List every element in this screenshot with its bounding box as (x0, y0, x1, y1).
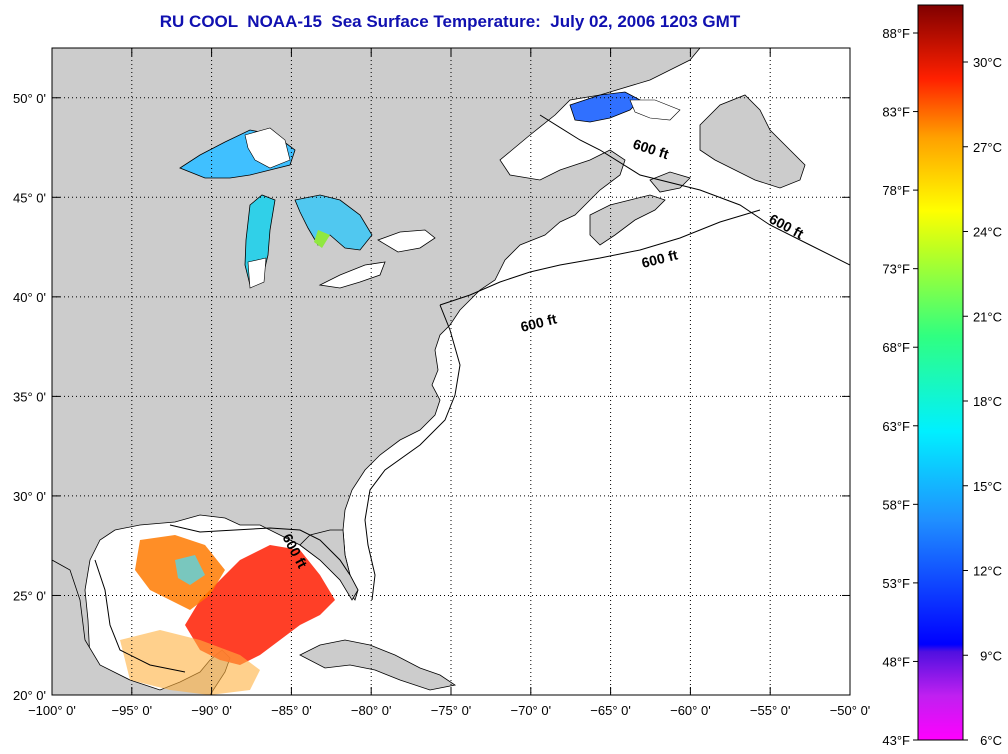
lat-tick-label: 40° 0' (13, 290, 46, 305)
lat-tick-label: 30° 0' (13, 489, 46, 504)
lake-ontario (377, 229, 436, 253)
st-lawrence-sst (569, 91, 641, 123)
lon-tick-label: −50° 0' (830, 703, 871, 718)
colorbar-f-label: 78°F (882, 183, 910, 198)
lat-tick-label: 20° 0' (13, 688, 46, 703)
colorbar-f-label: 53°F (882, 576, 910, 591)
gulf-sst-mixed (120, 630, 260, 695)
colorbar (917, 4, 964, 741)
colorbar-c-label: 27°C (973, 140, 1002, 155)
colorbar-f-label: 43°F (882, 733, 910, 748)
gulf-sst-cyan (175, 555, 205, 585)
colorbar-c-label: 24°C (973, 225, 1002, 240)
land-north-america (52, 48, 701, 695)
map-axes: −100° 0' −95° 0' −90° 0' −85° 0' −80° 0' −75°… (13, 48, 870, 718)
colorbar-c-label: 30°C (973, 55, 1002, 70)
lat-tick-label: 50° 0' (13, 91, 46, 106)
colorbar-c-label: 9°C (980, 648, 1002, 663)
land-nova-scotia (589, 194, 666, 246)
lat-tick-label: 45° 0' (13, 190, 46, 205)
colorbar-f-label: 88°F (882, 26, 910, 41)
colorbar-c-label: 12°C (973, 564, 1002, 579)
lon-tick-label: −90° 0' (191, 703, 232, 718)
land-cuba (299, 639, 457, 691)
lon-tick-label: −60° 0' (670, 703, 711, 718)
lon-tick-label: −95° 0' (112, 703, 153, 718)
lon-tick-label: −100° 0' (28, 703, 76, 718)
colorbar-f-label: 58°F (882, 497, 910, 512)
lake-huron (294, 194, 373, 251)
shelf-contour (94, 114, 850, 673)
colorbar-c-label: 21°C (973, 309, 1002, 324)
colorbar-f-label: 68°F (882, 340, 910, 355)
gulf-sst-red (185, 545, 335, 665)
graticule (52, 48, 850, 695)
lat-tick-label: 35° 0' (13, 389, 46, 404)
lon-tick-label: −75° 0' (431, 703, 472, 718)
lake-michigan-south (247, 257, 267, 289)
lon-tick-label: −80° 0' (351, 703, 392, 718)
colorbar-c-label: 15°C (973, 479, 1002, 494)
lon-tick-label: −70° 0' (511, 703, 552, 718)
colorbar-f-label: 48°F (882, 654, 910, 669)
colorbar-labels: 88°F 83°F 78°F 73°F 68°F 63°F 58°F 53°F 48°F 43°F… (882, 26, 1002, 748)
lon-tick-label: −65° 0' (590, 703, 631, 718)
lake-erie (318, 261, 386, 289)
colorbar-f-label: 73°F (882, 262, 910, 277)
colorbar-f-label: 83°F (882, 105, 910, 120)
st-lawrence-white (629, 99, 681, 121)
colorbar-c-label: 18°C (973, 394, 1002, 409)
lake-huron-green (314, 230, 330, 248)
colorbar-f-label: 63°F (882, 419, 910, 434)
lon-tick-label: −85° 0' (271, 703, 312, 718)
lat-tick-label: 25° 0' (13, 588, 46, 603)
land-newfoundland (699, 94, 806, 189)
colorbar-c-label: 6°C (980, 733, 1002, 748)
lon-tick-label: −55° 0' (750, 703, 791, 718)
map-title: RU COOL NOAA-15 Sea Surface Temperature:… (159, 12, 741, 31)
lake-superior-east (244, 127, 291, 169)
